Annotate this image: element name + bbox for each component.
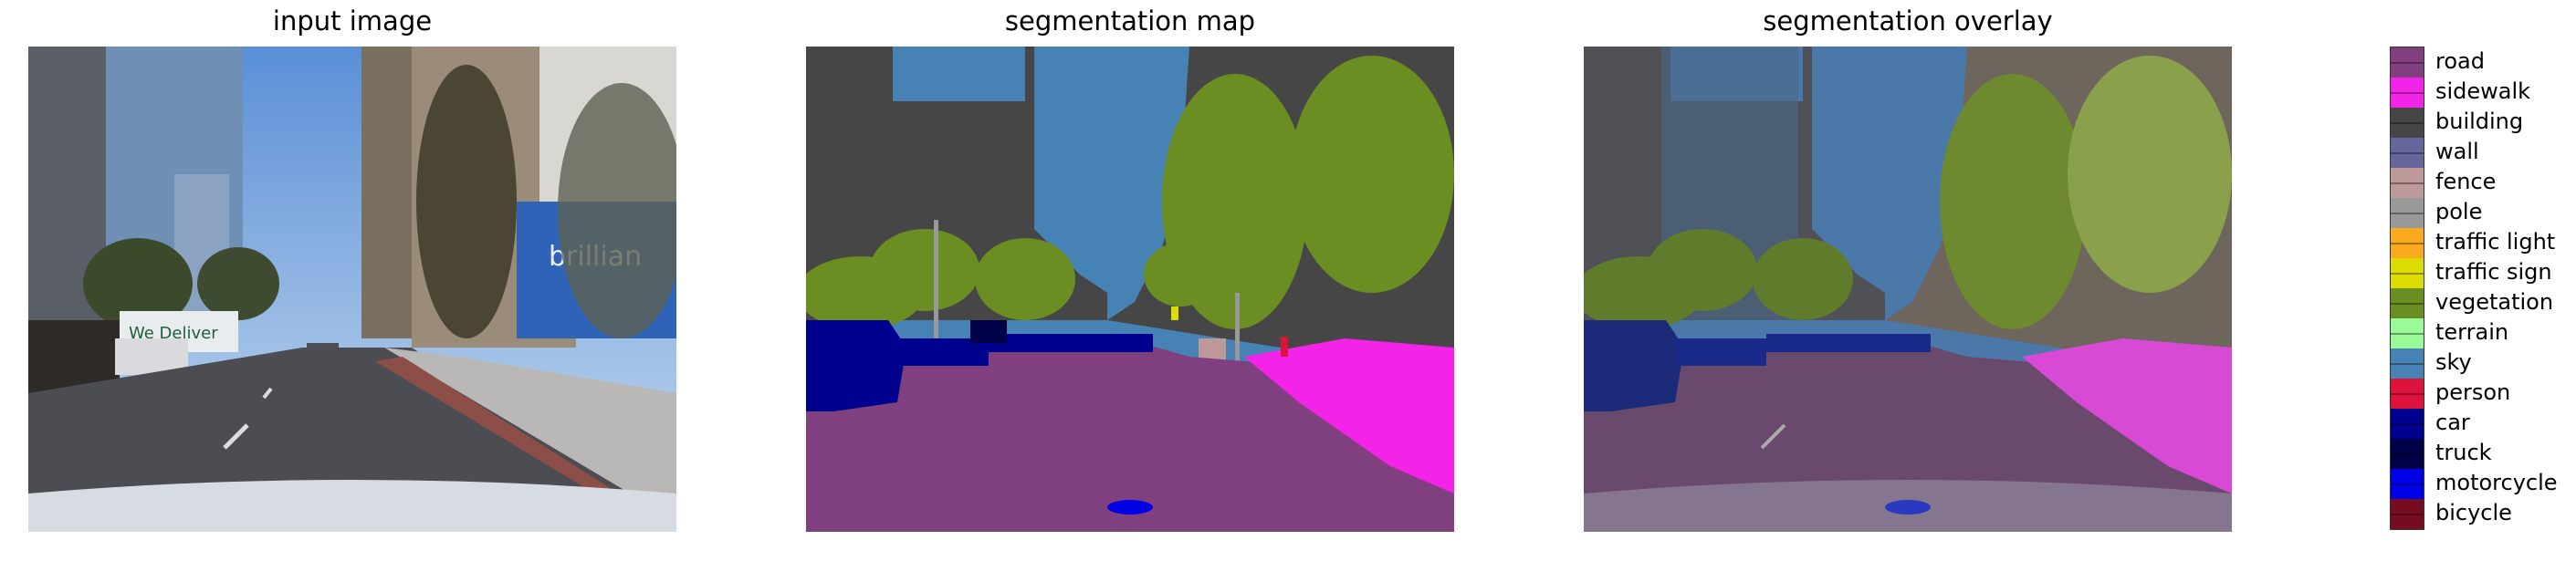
legend-tick (2391, 453, 2424, 455)
legend-swatch-traffic-sign (2391, 258, 2424, 288)
street-photo: brillian We Deliver (28, 47, 676, 532)
legend-tick (2391, 152, 2424, 154)
legend-swatch-bicycle (2391, 499, 2424, 529)
legend-swatch-sidewalk (2391, 78, 2424, 108)
segmentation-map (806, 47, 1454, 532)
input-image-title: input image (272, 5, 433, 36)
legend-tick (2391, 393, 2424, 395)
legend-swatch-vegetation (2391, 288, 2424, 318)
legend-label-terrain: terrain (2435, 319, 2509, 345)
legend-label-sidewalk: sidewalk (2435, 78, 2531, 104)
legend-tick (2391, 333, 2424, 335)
legend-swatch-wall (2391, 138, 2424, 168)
legend-swatch-person (2391, 379, 2424, 409)
legend-tick (2391, 62, 2424, 64)
legend-label-sky: sky (2435, 349, 2472, 375)
segmentation-map-title: segmentation map (1004, 5, 1256, 36)
legend-swatch-truck (2391, 439, 2424, 469)
legend-label-truck: truck (2435, 440, 2492, 465)
legend-tick (2391, 92, 2424, 94)
legend-label-wall: wall (2435, 139, 2479, 164)
segmentation-overlay (1584, 47, 2232, 532)
legend-tick (2391, 423, 2424, 425)
legend-tick (2391, 303, 2424, 305)
legend-tick (2391, 213, 2424, 214)
legend-swatch-motorcycle (2391, 469, 2424, 499)
legend-label-fence: fence (2435, 169, 2497, 194)
truck-sign-text: We Deliver (129, 324, 218, 343)
legend-swatch-car (2391, 409, 2424, 439)
legend-swatch-sky (2391, 348, 2424, 379)
legend-label-road: road (2435, 48, 2485, 74)
legend-tick (2391, 483, 2424, 485)
segmentation-map-canvas (806, 47, 1454, 532)
legend-label-building: building (2435, 109, 2524, 134)
legend-swatch-terrain (2391, 318, 2424, 348)
segmentation-overlay-title: segmentation overlay (1763, 5, 2053, 36)
legend-colorbar (2390, 47, 2424, 530)
legend-tick (2391, 243, 2424, 244)
legend-swatch-building (2391, 108, 2424, 138)
legend-label-pole: pole (2435, 199, 2483, 224)
legend-tick (2391, 182, 2424, 184)
legend-swatch-road (2391, 47, 2424, 78)
segmentation-overlay-canvas (1584, 47, 2232, 532)
legend-swatch-pole (2391, 198, 2424, 228)
legend-tick (2391, 273, 2424, 275)
legend-label-vegetation: vegetation (2435, 289, 2554, 315)
legend-tick (2391, 514, 2424, 515)
legend-tick (2391, 122, 2424, 124)
input-image: brillian We Deliver (28, 47, 676, 532)
legend-tick (2391, 363, 2424, 365)
legend-label-person: person (2435, 379, 2511, 405)
legend-label-traffic-sign: traffic sign (2435, 259, 2552, 285)
legend-swatch-traffic-light (2391, 228, 2424, 258)
legend-label-traffic-light: traffic light (2435, 229, 2556, 255)
legend-label-motorcycle: motorcycle (2435, 470, 2558, 495)
legend-label-car: car (2435, 410, 2470, 435)
legend-swatch-fence (2391, 168, 2424, 198)
legend-label-bicycle: bicycle (2435, 500, 2512, 525)
